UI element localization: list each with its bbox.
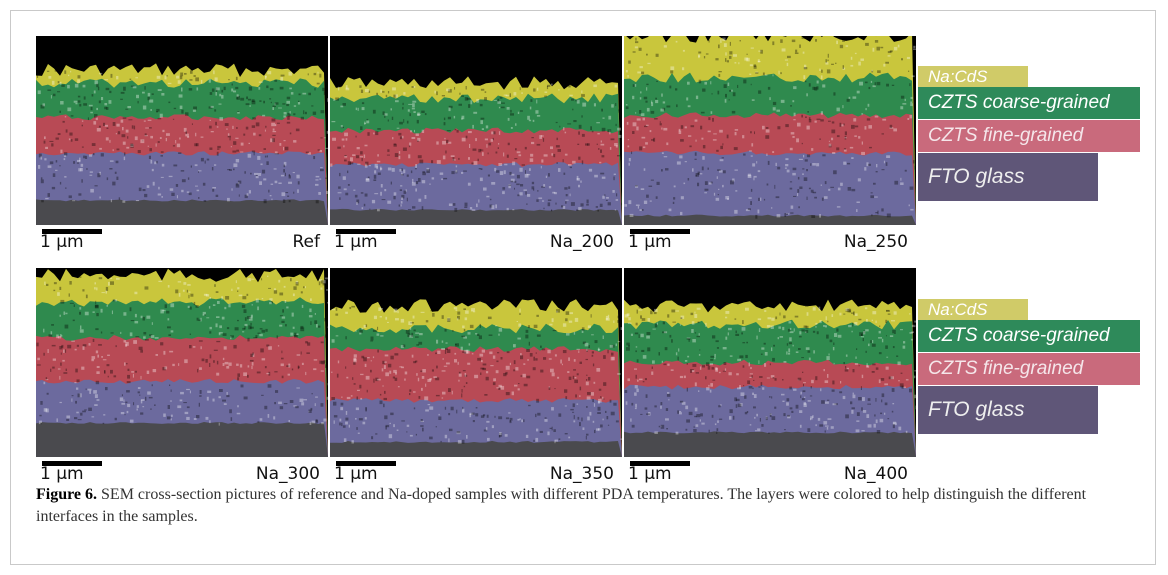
scale-bar-label: 1 µm	[628, 464, 672, 484]
legend-czts-coarse: CZTS coarse-grained	[918, 87, 1140, 119]
fto-layer	[624, 150, 916, 225]
legend-czts-fine: CZTS fine-grained	[918, 120, 1140, 152]
scale-row1-ref: 1 µm Ref	[36, 229, 328, 253]
scale-row2-na350: 1 µm Na_350	[330, 461, 622, 485]
figure-caption: Figure 6. SEM cross-section pictures of …	[36, 484, 1136, 528]
sem-image	[624, 36, 916, 225]
scale-bar	[630, 461, 690, 466]
sample-label-na400: Na_400	[843, 464, 908, 484]
legend-nacds: Na:CdS	[918, 66, 1028, 88]
sem-panel-ref	[36, 36, 328, 225]
scale-bar-label: 1 µm	[334, 464, 378, 484]
legend-fto-glass: FTO glass	[918, 153, 1098, 201]
grain-texture	[36, 70, 328, 204]
sem-image	[36, 268, 328, 457]
grain-texture	[624, 305, 916, 435]
sem-image	[330, 299, 622, 457]
legend-nacds: Na:CdS	[918, 299, 1028, 321]
glass-substrate	[330, 208, 622, 225]
scale-row2-na400: 1 µm Na_400	[624, 461, 916, 485]
scale-bar	[336, 229, 396, 234]
scale-row1-na250: 1 µm Na_250	[624, 229, 916, 253]
sem-panel-na200	[330, 36, 622, 225]
sem-panel-na300	[36, 268, 328, 457]
sem-panel-na400	[624, 268, 916, 457]
sample-label-na250: Na_250	[843, 232, 908, 252]
scale-bar-label: 1 µm	[40, 232, 84, 252]
sem-image	[36, 63, 328, 225]
sample-label-na350: Na_350	[549, 464, 614, 484]
scale-bar-label: 1 µm	[334, 232, 378, 252]
sample-label-na300: Na_300	[255, 464, 320, 484]
scale-row1-na200: 1 µm Na_200	[330, 229, 622, 253]
scale-bar	[630, 229, 690, 234]
grain-texture	[331, 305, 622, 444]
glass-substrate	[624, 214, 916, 225]
scale-bar	[42, 229, 102, 234]
scale-bar-label: 1 µm	[40, 464, 84, 484]
sample-label-ref: Ref	[292, 232, 321, 252]
sem-image	[330, 76, 622, 225]
glass-substrate	[36, 422, 328, 457]
grain-texture	[36, 275, 328, 426]
scale-bar	[42, 461, 102, 466]
grain-texture	[624, 36, 916, 219]
legend-czts-fine: CZTS fine-grained	[918, 353, 1140, 385]
legend-czts-coarse: CZTS coarse-grained	[918, 320, 1140, 352]
glass-substrate	[330, 440, 622, 457]
scale-bar	[336, 461, 396, 466]
scale-bar-label: 1 µm	[628, 232, 672, 252]
sem-panel-na250	[624, 36, 916, 225]
sem-panel-na350	[330, 268, 622, 457]
sem-image	[624, 299, 916, 457]
legend-fto-glass: FTO glass	[918, 386, 1098, 434]
scale-row2-na300: 1 µm Na_300	[36, 461, 328, 485]
grain-texture	[330, 83, 622, 212]
glass-substrate	[36, 199, 328, 225]
sample-label-na200: Na_200	[549, 232, 614, 252]
caption-text: SEM cross-section pictures of reference …	[36, 486, 1087, 525]
fto-layer	[330, 162, 622, 225]
caption-label: Figure 6.	[36, 486, 98, 503]
glass-substrate	[624, 431, 916, 457]
